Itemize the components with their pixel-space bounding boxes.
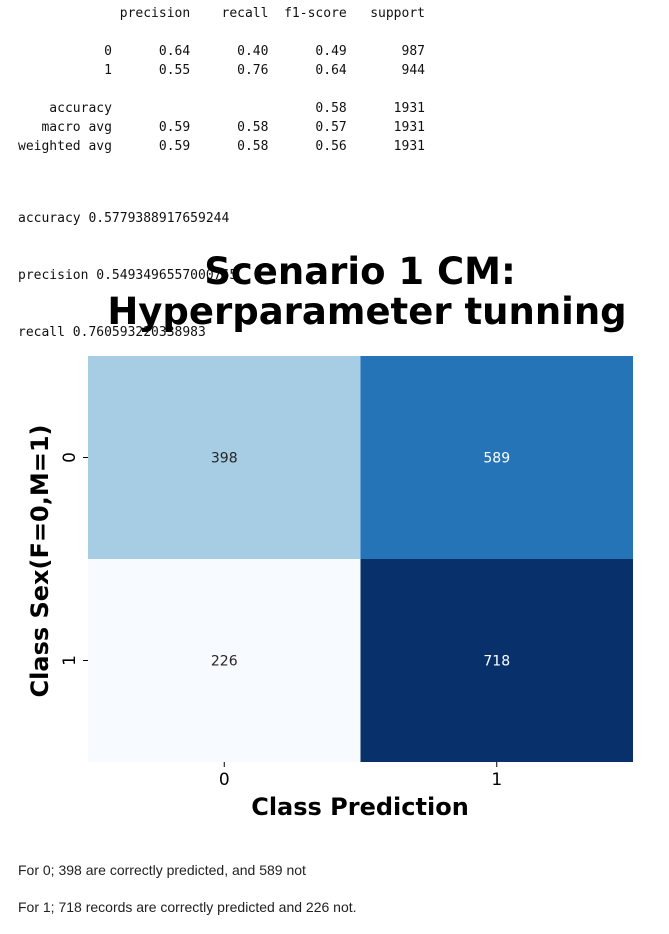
note-class-0: For 0; 398 are correctly predicted, and …: [18, 862, 306, 878]
cell-value-label: 226: [211, 654, 238, 670]
confusion-matrix-chart: Scenario 1 CM: Hyperparameter tunning 39…: [26, 250, 633, 821]
chart-title-line-2: Hyperparameter tunning: [107, 290, 626, 333]
heatmap-cell-1-1: [360, 559, 633, 762]
x-tick-label: 0: [219, 770, 230, 790]
y-tick-label: 0: [60, 452, 80, 463]
heatmap-cell-1-0: [88, 559, 361, 762]
accuracy-line: accuracy 0.5779388917659244: [18, 211, 230, 226]
chart-title-line-1: Scenario 1 CM:: [204, 250, 516, 293]
cell-value-label: 398: [211, 451, 238, 467]
metrics-output: accuracy 0.5779388917659244 precision 0.…: [18, 171, 237, 361]
heatmap-cells: 398 589 226 718: [88, 356, 633, 762]
heatmap-cell-0-1: [360, 356, 633, 559]
cell-value-label: 589: [483, 451, 510, 467]
heatmap-cell-0-0: [88, 356, 361, 559]
cell-value-label: 718: [483, 654, 510, 670]
heatmap-ticks: 0 1 0 1: [60, 452, 502, 790]
recall-line: recall 0.760593220338983: [18, 325, 206, 340]
x-axis-label: Class Prediction: [251, 793, 469, 821]
precision-line: precision 0.5493496557000765: [18, 268, 238, 283]
x-tick-label: 1: [491, 770, 502, 790]
note-class-1: For 1; 718 records are correctly predict…: [18, 899, 357, 915]
y-axis-label: Class Sex(F=0,M=1): [26, 425, 54, 698]
classification-report: precision recall f1-score support 0 0.64…: [18, 6, 425, 154]
y-tick-label: 1: [60, 655, 80, 666]
